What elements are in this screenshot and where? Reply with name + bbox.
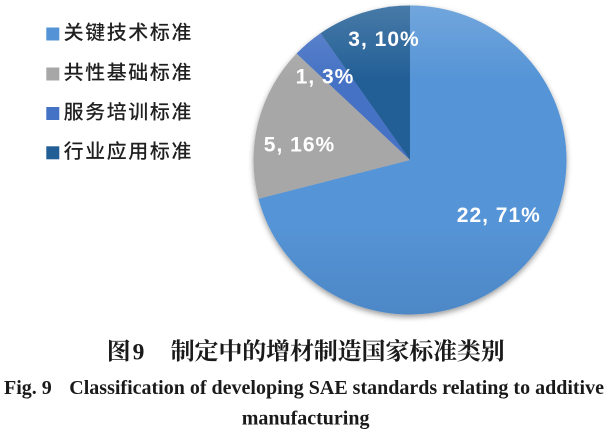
svg-text:Classification of developing S: Classification of developing SAE standar… xyxy=(69,377,604,399)
svg-text:3, 10%: 3, 10% xyxy=(348,28,419,51)
svg-text:manufacturing: manufacturing xyxy=(242,408,370,430)
svg-text:1, 3%: 1, 3% xyxy=(296,65,355,88)
svg-text:Fig. 9: Fig. 9 xyxy=(4,377,52,399)
svg-text:5, 16%: 5, 16% xyxy=(264,134,335,157)
svg-text:22, 71%: 22, 71% xyxy=(457,204,541,227)
svg-text:9: 9 xyxy=(133,340,145,366)
